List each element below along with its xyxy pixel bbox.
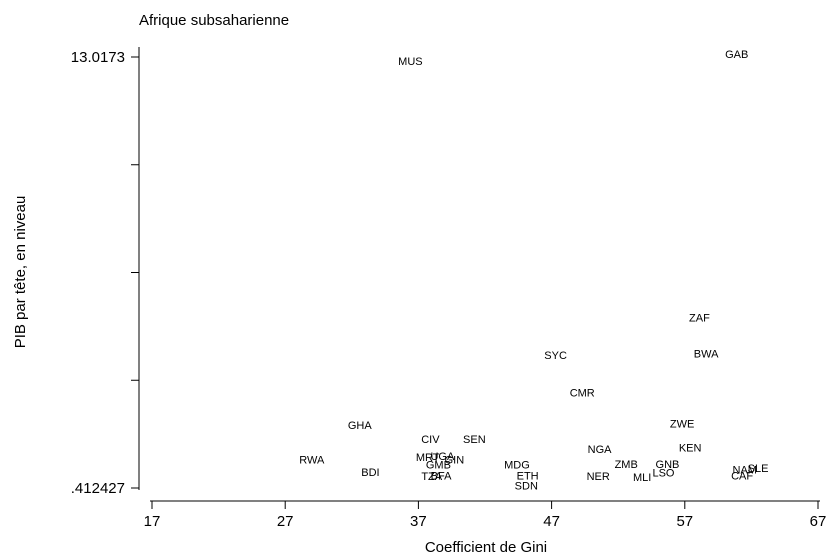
point-label-uga: UGA bbox=[430, 451, 455, 463]
point-label-gmb: GMB bbox=[426, 459, 451, 471]
point-label-gha: GHA bbox=[348, 420, 373, 432]
point-label-tza: TZA bbox=[421, 471, 442, 483]
point-label-gnb: GNB bbox=[656, 459, 680, 471]
point-label-syc: SYC bbox=[544, 350, 567, 362]
point-label-gab: GAB bbox=[725, 49, 748, 61]
point-label-rwa: RWA bbox=[299, 454, 325, 466]
data-points: MUS GAB ZAF BWA SYC CMR ZWE GHA CIV SEN KEN NGA RWA M… bbox=[299, 49, 768, 493]
x-tick-label: 47 bbox=[543, 513, 560, 530]
point-label-nga: NGA bbox=[588, 444, 613, 456]
x-tick-label: 17 bbox=[144, 513, 161, 530]
point-label-ken: KEN bbox=[679, 442, 702, 454]
y-tick-label: 13.0173 bbox=[71, 49, 125, 66]
x-tick-label: 67 bbox=[810, 513, 827, 530]
point-label-zwe: ZWE bbox=[670, 418, 694, 430]
x-axis-title: Coefficient de Gini bbox=[425, 539, 547, 556]
x-tick-label: 57 bbox=[676, 513, 693, 530]
y-axis-title: PIB par tête, en niveau bbox=[12, 196, 29, 349]
point-label-nam: NAM bbox=[733, 465, 757, 477]
point-label-cmr: CMR bbox=[570, 388, 595, 400]
point-label-caf: CAF bbox=[731, 470, 753, 482]
axes: 17 27 37 47 57 67 .412427 13.0173 bbox=[71, 47, 827, 530]
point-label-zmb: ZMB bbox=[615, 459, 638, 471]
chart-title: Afrique subsaharienne bbox=[139, 12, 289, 29]
point-label-eth: ETH bbox=[517, 470, 539, 482]
point-label-civ: CIV bbox=[421, 434, 440, 446]
point-label-sen: SEN bbox=[463, 434, 486, 446]
point-label-sle: SLE bbox=[748, 463, 769, 475]
point-label-bfa: BFA bbox=[431, 470, 452, 482]
x-tick-label: 27 bbox=[277, 513, 294, 530]
point-label-bdi: BDI bbox=[361, 467, 379, 479]
point-label-mdg: MDG bbox=[504, 459, 530, 471]
point-label-lso: LSO bbox=[652, 468, 674, 480]
point-label-mus: MUS bbox=[398, 56, 422, 68]
point-label-mli: MLI bbox=[633, 472, 651, 484]
point-label-mrt: MRT bbox=[416, 452, 440, 464]
point-label-sdn: SDN bbox=[515, 481, 538, 493]
point-label-bwa: BWA bbox=[694, 348, 719, 360]
y-tick-label: .412427 bbox=[71, 480, 125, 497]
point-label-ner: NER bbox=[587, 471, 610, 483]
point-label-zaf: ZAF bbox=[689, 312, 710, 324]
point-label-gin: GIN bbox=[445, 454, 465, 466]
x-tick-label: 37 bbox=[410, 513, 427, 530]
